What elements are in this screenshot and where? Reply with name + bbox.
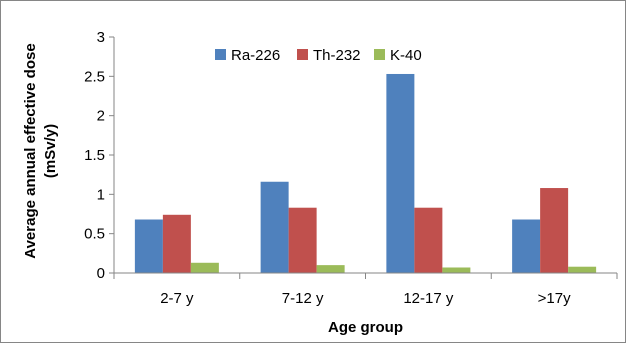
legend-label-th-232: Th-232	[313, 47, 361, 64]
legend-swatch-k-40	[374, 49, 385, 60]
bar-ra-226-2	[260, 181, 289, 273]
x-tick-label: 12-17 y	[403, 290, 454, 307]
legend: Ra-226 Th-232 K-40	[215, 47, 422, 64]
y-axis-ticks: 0 0.5 1 1.5 2 2.5 3	[84, 29, 114, 282]
y-tick-label: 0	[97, 265, 105, 282]
x-tick-label: >17y	[538, 290, 571, 307]
bars	[134, 73, 597, 274]
y-axis-title-line: Average annual effective dose	[22, 43, 39, 258]
bar-ra-226-1	[134, 219, 163, 273]
y-tick-label: 0.5	[84, 226, 105, 243]
bar-th-232-4	[540, 188, 569, 273]
x-axis-ticks: 2-7 y 7-12 y 12-17 y >17y	[113, 273, 618, 307]
bar-ra-226-4	[512, 219, 541, 273]
y-tick-label: 2	[97, 108, 105, 125]
y-tick-label: 3	[97, 29, 105, 46]
x-tick-label: 2-7 y	[160, 290, 194, 307]
y-axis-title: Average annual effective dose (mSv/y)	[22, 43, 59, 258]
legend-swatch-ra-226	[215, 49, 226, 60]
legend-swatch-th-232	[297, 49, 308, 60]
bar-th-232-1	[162, 214, 191, 273]
legend-label-k-40: K-40	[390, 47, 422, 64]
bar-k-40-1	[190, 262, 219, 273]
y-tick-label: 1.5	[84, 147, 105, 164]
bar-k-40-3	[442, 267, 471, 273]
legend-label-ra-226: Ra-226	[231, 47, 280, 64]
bar-th-232-3	[414, 207, 443, 273]
bar-ra-226-3	[386, 73, 415, 274]
y-tick-label: 2.5	[84, 68, 105, 85]
bar-th-232-2	[288, 207, 317, 273]
x-axis-title: Age group	[328, 319, 403, 336]
bar-k-40-4	[568, 266, 597, 273]
bar-k-40-2	[316, 265, 345, 273]
x-tick-label: 7-12 y	[282, 290, 324, 307]
y-axis-title-line: (mSv/y)	[42, 124, 59, 178]
y-tick-label: 1	[97, 186, 105, 203]
